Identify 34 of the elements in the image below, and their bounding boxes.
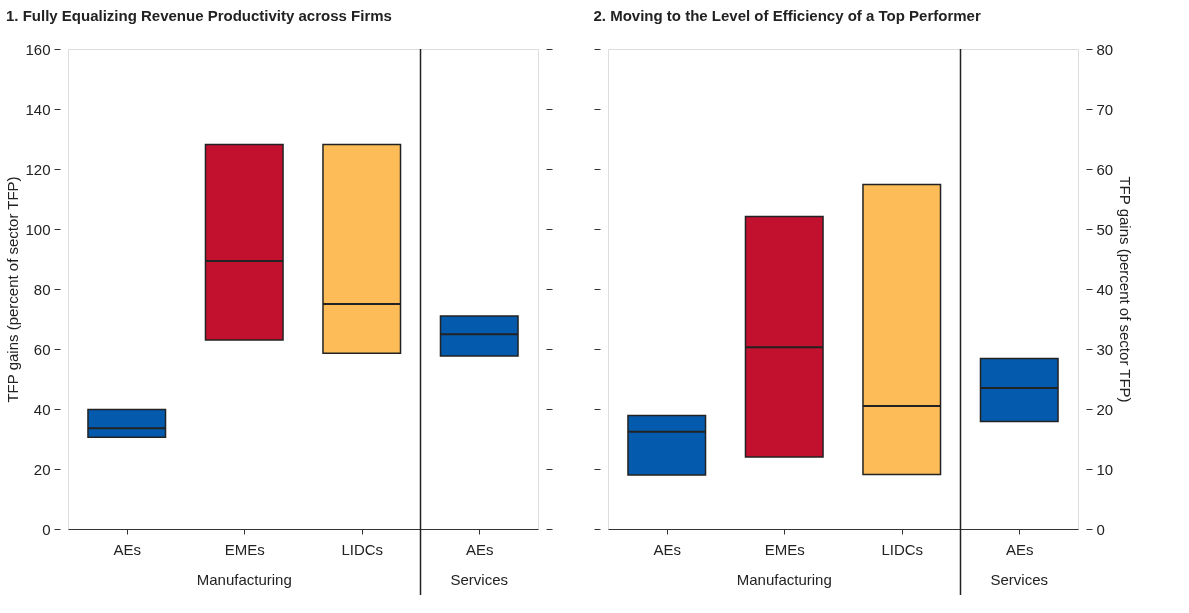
y2-tick-label: 50 [1096, 220, 1114, 238]
y-tick-label: 40 [33, 400, 51, 418]
y2-tick-label: 80 [1096, 40, 1114, 58]
text: Manufacturing [736, 571, 832, 588]
y-axis-title: TFP gains (percent of sector TFP) [4, 176, 22, 403]
y2-tick-label: 40 [1096, 280, 1114, 298]
y2-tick-label: 60 [1096, 160, 1114, 178]
y-tick-label: 60 [33, 340, 51, 358]
text: Services [990, 571, 1049, 588]
x-tick-label: AEs [113, 540, 142, 558]
y-tick-label: 100 [25, 220, 51, 238]
y2-tick-label: 30 [1096, 340, 1114, 358]
y2-tick-label: 10 [1096, 460, 1114, 478]
y-tick-label: 0 [42, 520, 51, 538]
x-tick-label: EMEs [764, 540, 805, 558]
x-tick-label: EMEs [224, 540, 265, 558]
y-tick-label: 140 [25, 100, 51, 118]
y-tick-label: 20 [33, 460, 51, 478]
chart-title: 2. Moving to the Level of Efficiency of a Top Performer [593, 7, 981, 24]
y2-axis-title: TFP gains (percent of sector TFP) [1117, 176, 1135, 403]
x-tick-label: AEs [465, 540, 494, 558]
text: Services [450, 571, 509, 588]
y-tick-label: 80 [33, 280, 51, 298]
x-tick-label: AEs [653, 540, 682, 558]
y2-tick-label: 70 [1096, 100, 1114, 118]
y-tick-label: 120 [25, 160, 51, 178]
y2-tick-label: 20 [1096, 400, 1114, 418]
y-tick-label: 160 [25, 40, 51, 58]
y2-tick-label: 0 [1096, 520, 1105, 538]
x-tick-label: LIDCs [881, 540, 924, 558]
chart-title: 1. Fully Equalizing Revenue Productivity across Firms [5, 7, 392, 24]
text: Manufacturing [196, 571, 292, 588]
x-tick-label: LIDCs [341, 540, 384, 558]
x-tick-label: AEs [1005, 540, 1034, 558]
